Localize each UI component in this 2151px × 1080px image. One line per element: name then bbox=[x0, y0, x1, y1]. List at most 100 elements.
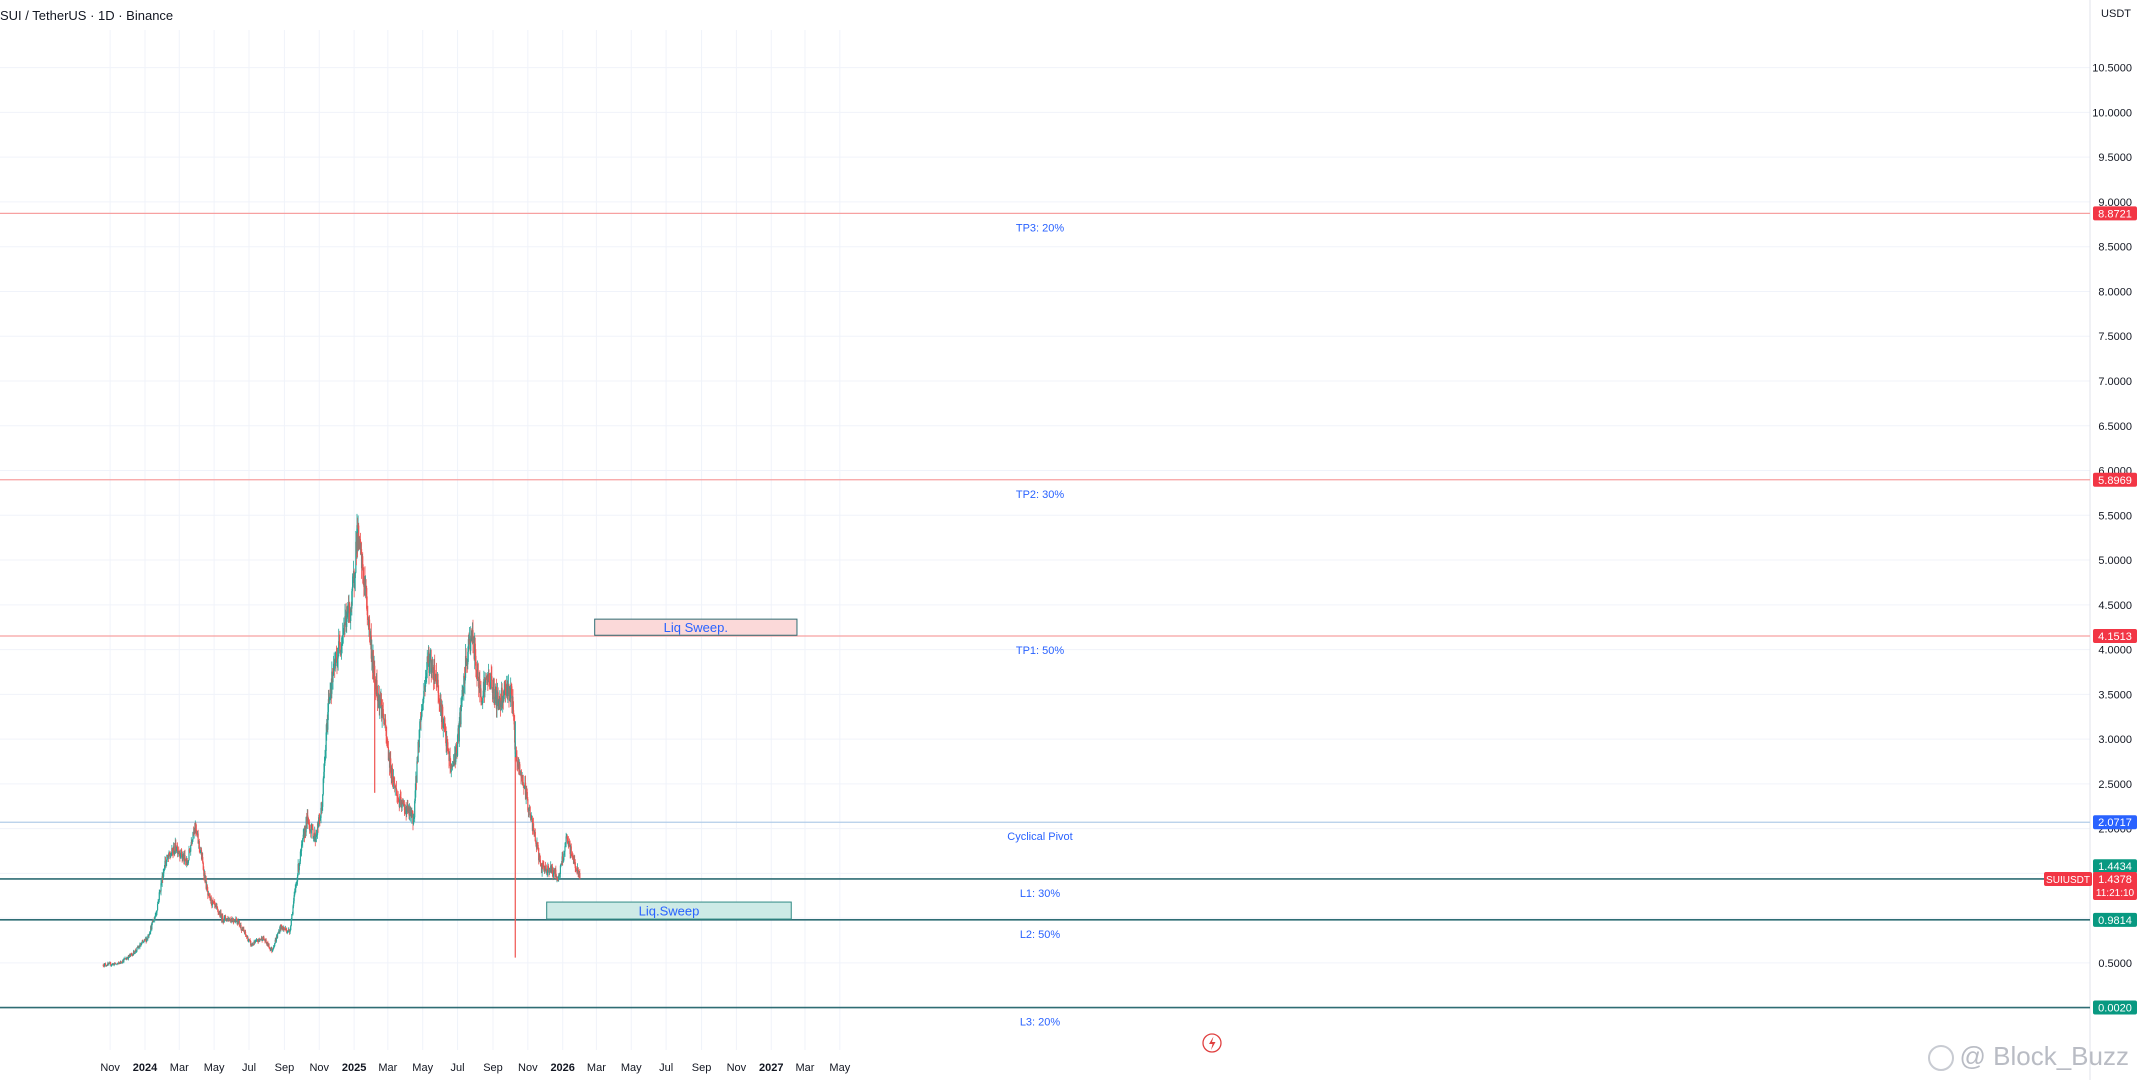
candle-body bbox=[299, 861, 301, 864]
candle-body bbox=[522, 782, 524, 786]
candle-body bbox=[324, 756, 326, 764]
candle-body bbox=[265, 939, 267, 943]
candle-body bbox=[125, 958, 127, 960]
candle-body bbox=[497, 692, 499, 707]
candle-body bbox=[511, 686, 513, 707]
candle-body bbox=[304, 827, 306, 838]
time-tick-label: Nov bbox=[727, 1062, 747, 1074]
candle-body bbox=[562, 860, 564, 862]
candle-body bbox=[292, 901, 295, 907]
candle-body bbox=[140, 942, 143, 945]
time-tick-label: Mar bbox=[170, 1062, 189, 1074]
candle-body bbox=[396, 790, 398, 796]
candle-body bbox=[226, 918, 228, 921]
zone-box bbox=[546, 901, 792, 920]
candle-body bbox=[252, 944, 254, 946]
badge-L3-bg bbox=[2093, 1000, 2137, 1015]
candle-body bbox=[188, 849, 191, 852]
candle-body bbox=[353, 570, 355, 584]
candle-body bbox=[359, 536, 361, 540]
candle-body bbox=[568, 841, 570, 846]
candle-body bbox=[322, 794, 324, 807]
candle-body bbox=[488, 681, 491, 685]
candle-body bbox=[409, 807, 411, 817]
candle-body bbox=[253, 941, 255, 945]
candle-body bbox=[270, 948, 272, 950]
candle-body bbox=[544, 866, 547, 871]
candle-body bbox=[168, 852, 170, 858]
candle-body bbox=[184, 859, 187, 862]
candle-body bbox=[547, 865, 549, 873]
candle-body bbox=[176, 846, 179, 854]
candle-body bbox=[244, 931, 247, 935]
candle-body bbox=[480, 697, 483, 703]
candle-body bbox=[481, 701, 483, 703]
candle-body bbox=[411, 810, 413, 818]
candle-body bbox=[331, 671, 333, 694]
candle-body bbox=[316, 834, 318, 836]
candle-body bbox=[198, 841, 200, 848]
candle-body bbox=[434, 664, 436, 680]
candle-body bbox=[179, 856, 182, 858]
candle-body bbox=[287, 929, 290, 932]
candle-body bbox=[423, 686, 426, 691]
candle-body bbox=[362, 556, 364, 570]
symbol-tag-bg bbox=[2044, 871, 2092, 886]
candle-body bbox=[446, 740, 448, 743]
candle-body bbox=[263, 936, 265, 940]
candle-body bbox=[437, 679, 439, 693]
candle-body bbox=[335, 657, 338, 659]
candle-body bbox=[399, 796, 401, 807]
candle-body bbox=[190, 841, 192, 846]
candle-body bbox=[174, 851, 176, 855]
level-label-L3: L3: 20% bbox=[1020, 1017, 1061, 1029]
candle-body bbox=[301, 842, 303, 845]
candle-body bbox=[321, 806, 323, 810]
candle-body bbox=[319, 817, 322, 821]
candle-body bbox=[516, 756, 518, 763]
candle-body bbox=[563, 853, 565, 861]
replay-icon[interactable] bbox=[1202, 1033, 1222, 1053]
candle-body bbox=[119, 961, 122, 964]
candle-body bbox=[235, 918, 238, 923]
candle-body bbox=[398, 798, 400, 803]
candle-body bbox=[300, 851, 302, 852]
candle-body bbox=[402, 799, 404, 804]
currency-label: USDT bbox=[2101, 8, 2131, 20]
candle-body bbox=[467, 639, 470, 652]
candle-body bbox=[354, 572, 356, 579]
zone-box bbox=[594, 618, 798, 636]
candle-body bbox=[103, 963, 106, 967]
candle-body bbox=[314, 832, 316, 842]
candle-body bbox=[419, 721, 422, 723]
candle-body bbox=[292, 906, 294, 915]
candle-body bbox=[470, 636, 472, 651]
candle-body bbox=[530, 818, 532, 820]
price-tick-label: 9.5000 bbox=[2098, 152, 2132, 164]
candle-body bbox=[374, 665, 376, 684]
candle-body bbox=[212, 899, 214, 903]
candle-body bbox=[204, 873, 206, 882]
candle-body bbox=[158, 892, 160, 901]
candle-body bbox=[359, 539, 362, 550]
candle-body bbox=[463, 675, 465, 693]
candle-body bbox=[482, 697, 484, 702]
candle-body bbox=[134, 949, 136, 953]
candle-body bbox=[485, 678, 487, 679]
candle-body bbox=[289, 929, 291, 933]
time-tick-label: Sep bbox=[275, 1062, 295, 1074]
time-tick-label: 2024 bbox=[133, 1062, 158, 1074]
badge-TP1-bg bbox=[2093, 629, 2137, 644]
candle-body bbox=[257, 941, 259, 943]
price-tick-label: 2.5000 bbox=[2098, 779, 2132, 791]
candle-body bbox=[256, 939, 259, 942]
candle-body bbox=[564, 842, 567, 847]
candle-body bbox=[295, 882, 298, 886]
candle-body bbox=[195, 823, 197, 831]
candle-body bbox=[283, 928, 286, 930]
candle-body bbox=[193, 828, 195, 833]
candle-body bbox=[323, 763, 326, 772]
candle-body bbox=[418, 729, 420, 748]
candle-body bbox=[113, 963, 115, 966]
